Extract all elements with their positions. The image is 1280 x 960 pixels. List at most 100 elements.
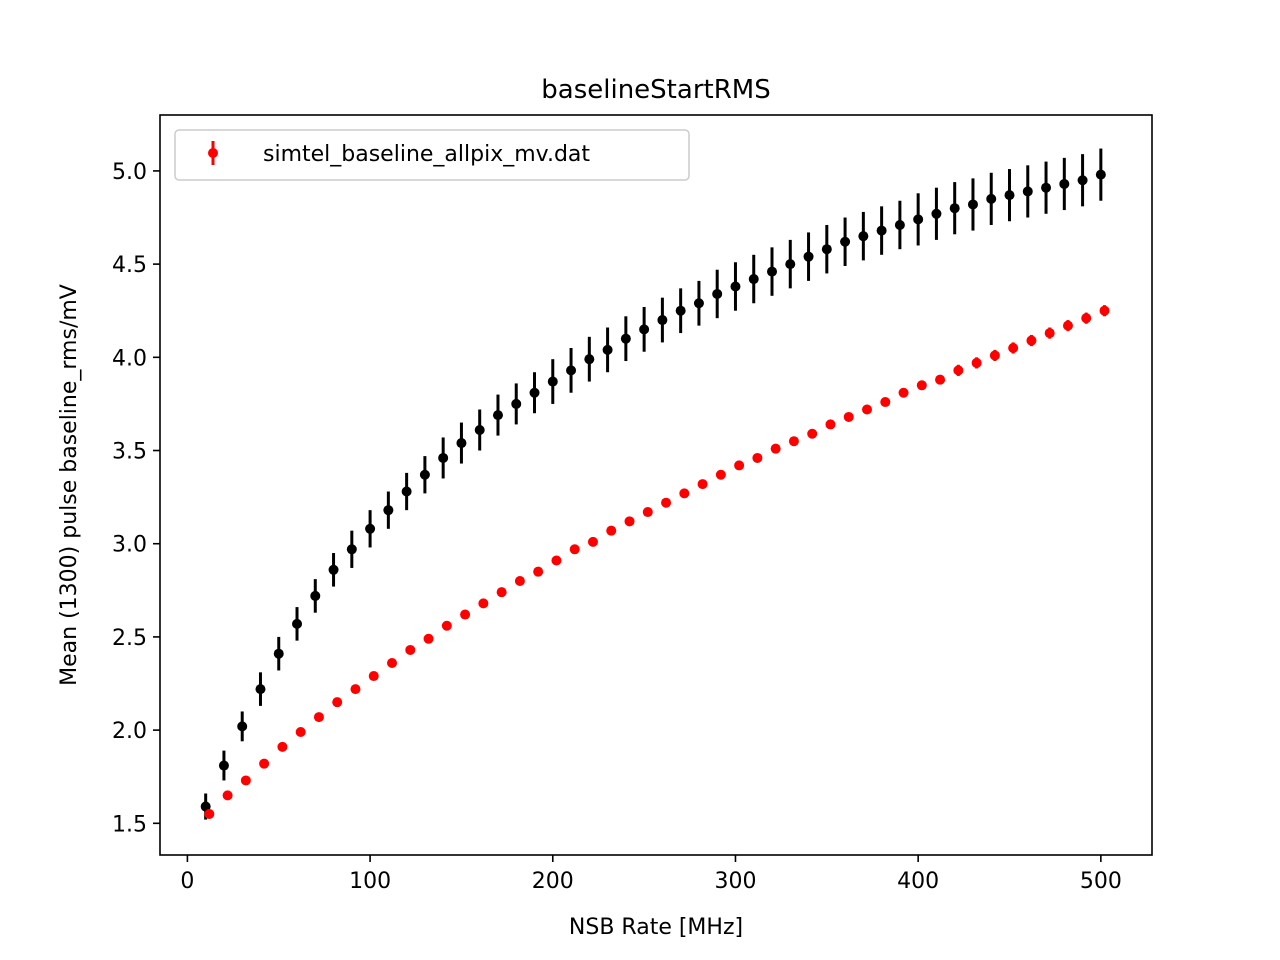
data-point: [460, 609, 471, 620]
data-point: [1099, 305, 1110, 316]
data-point: [949, 203, 960, 214]
data-point: [734, 460, 745, 471]
data-point: [587, 536, 598, 547]
data-point: [1026, 335, 1037, 346]
data-point: [441, 620, 452, 631]
data-point: [492, 410, 503, 421]
data-point: [894, 219, 905, 230]
data-point: [1004, 190, 1015, 201]
data-point: [1081, 313, 1092, 324]
data-point: [1022, 186, 1033, 197]
x-tick-label: 400: [897, 869, 939, 894]
data-point: [971, 357, 982, 368]
y-tick-label: 5.0: [112, 160, 147, 185]
data-point: [935, 374, 946, 385]
data-point: [712, 288, 723, 299]
data-point: [423, 633, 434, 644]
data-point: [821, 244, 832, 255]
data-point: [1095, 169, 1106, 180]
data-point: [584, 354, 595, 365]
data-point: [715, 469, 726, 480]
data-point: [292, 618, 303, 629]
x-tick-label: 200: [532, 869, 574, 894]
data-point: [387, 658, 398, 669]
data-point: [200, 801, 211, 812]
data-point: [529, 387, 540, 398]
data-point: [346, 544, 357, 555]
axes-frame: [159, 114, 1153, 856]
data-point: [1008, 342, 1019, 353]
data-point: [328, 564, 339, 575]
data-point: [858, 231, 869, 242]
data-point: [767, 266, 778, 277]
data-point: [350, 684, 361, 695]
x-tick-label: 500: [1080, 869, 1122, 894]
y-tick-label: 1.5: [112, 812, 147, 837]
data-point: [862, 404, 873, 415]
series-1: [200, 148, 1106, 820]
y-axis-label: Mean (1300) pulse baseline_rms/mV: [57, 284, 82, 686]
y-tick-label: 4.5: [112, 253, 147, 278]
data-point: [566, 365, 577, 376]
data-point: [478, 598, 489, 609]
data-point: [401, 486, 412, 497]
data-point: [876, 225, 887, 236]
data-point: [898, 387, 909, 398]
y-tick-label: 2.5: [112, 626, 147, 651]
legend-box: [174, 129, 690, 181]
data-point: [803, 251, 814, 262]
data-point: [675, 305, 686, 316]
data-point: [730, 281, 741, 292]
data-point: [657, 315, 668, 326]
data-point: [456, 438, 467, 449]
data-point: [218, 760, 229, 771]
data-point: [511, 398, 522, 409]
legend: simtel_baseline_allpix_mv.dat: [174, 129, 690, 181]
data-point: [222, 790, 233, 801]
y-axis: 1.5 2.0 2.5 3.0 3.5 4.0 4.5 5.0: [112, 160, 160, 837]
plot-area: [200, 148, 1110, 820]
data-point: [807, 428, 818, 439]
data-point: [1059, 178, 1070, 189]
data-point: [679, 488, 690, 499]
data-point: [368, 671, 379, 682]
data-point: [1044, 328, 1055, 339]
data-point: [237, 721, 248, 732]
data-point: [496, 587, 507, 598]
data-point: [661, 497, 672, 508]
data-point: [642, 507, 653, 518]
data-point: [953, 365, 964, 376]
data-point: [639, 324, 650, 335]
data-point: [310, 590, 321, 601]
data-point: [514, 575, 525, 586]
data-point: [748, 274, 759, 285]
data-point: [602, 344, 613, 355]
y-tick-label: 3.0: [112, 533, 147, 558]
data-point: [825, 419, 836, 430]
data-point: [624, 516, 635, 527]
data-point: [880, 397, 891, 408]
data-point: [989, 350, 1000, 361]
data-point: [474, 425, 485, 436]
data-point: [770, 443, 781, 454]
data-point: [916, 380, 927, 391]
data-point: [259, 758, 270, 769]
x-axis: 0 100 200 300 400 500: [180, 855, 1122, 894]
data-point: [405, 644, 416, 655]
data-point: [383, 505, 394, 516]
data-point: [365, 523, 376, 534]
data-point: [697, 479, 708, 490]
data-point: [843, 411, 854, 422]
data-point: [606, 525, 617, 536]
data-point: [295, 726, 306, 737]
chart-title: baselineStartRMS: [541, 75, 770, 105]
data-point: [840, 236, 851, 247]
data-point: [967, 199, 978, 210]
data-point: [788, 436, 799, 447]
data-point: [693, 298, 704, 309]
x-tick-label: 100: [349, 869, 391, 894]
data-point: [551, 555, 562, 566]
data-point: [204, 808, 215, 819]
legend-marker: [208, 148, 218, 158]
